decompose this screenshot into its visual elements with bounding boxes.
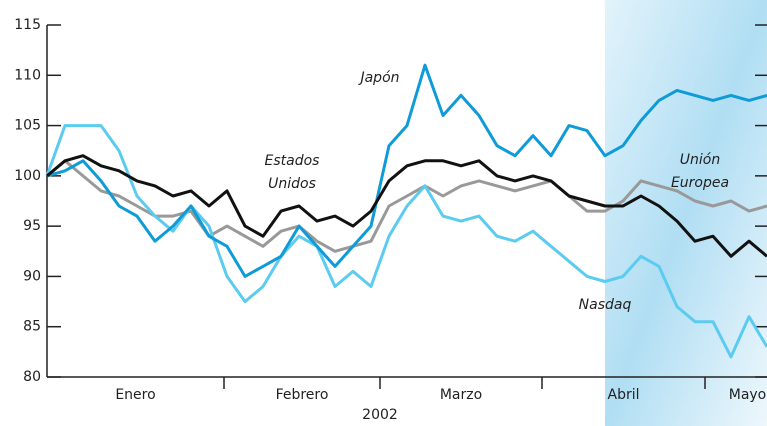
y-tick-label: 100 bbox=[14, 168, 41, 184]
y-tick-label: 85 bbox=[23, 319, 41, 335]
y-tick-label: 110 bbox=[14, 67, 41, 83]
series-label: Estados bbox=[265, 153, 320, 169]
x-tick-label: Mayo bbox=[729, 387, 767, 403]
series-label: Unión bbox=[680, 152, 720, 168]
series-label: Japón bbox=[357, 70, 399, 86]
y-tick-label: 80 bbox=[23, 369, 41, 385]
series-label: Europea bbox=[671, 175, 729, 191]
x-tick-label: Abril bbox=[608, 387, 640, 403]
x-tick-label: Marzo bbox=[440, 387, 482, 403]
series-label: Unidos bbox=[268, 176, 316, 192]
background-photo bbox=[605, 0, 767, 426]
series-label: Nasdaq bbox=[579, 297, 632, 313]
y-tick-label: 95 bbox=[23, 218, 41, 234]
y-tick-label: 105 bbox=[14, 118, 41, 134]
y-tick-label: 90 bbox=[23, 268, 41, 284]
x-axis-label: 2002 bbox=[362, 407, 398, 423]
chart: 80 85 90 95 100 105 110 115 Enero Febrero Marzo Abr… bbox=[0, 0, 767, 426]
y-tick-label: 115 bbox=[14, 17, 41, 33]
x-tick-label: Febrero bbox=[276, 387, 329, 403]
x-tick-label: Enero bbox=[115, 387, 155, 403]
